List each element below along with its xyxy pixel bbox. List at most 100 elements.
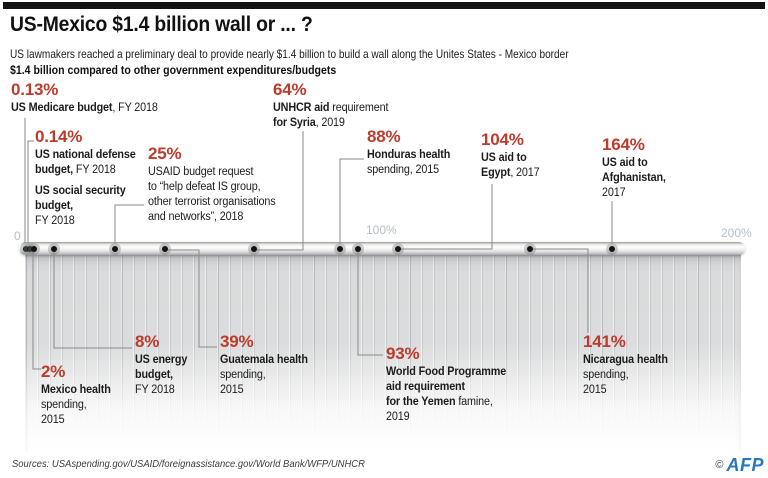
callout-line: 2015 — [583, 384, 607, 396]
callout-afghanistan: 164% US aid to Afghanistan, 2017 — [602, 136, 670, 201]
axis-tick-200: 200% — [721, 226, 752, 240]
axis-dot — [609, 246, 616, 252]
callout-line: UNHCR aid requirement — [273, 102, 389, 114]
subtitle: US lawmakers reached a preliminary deal … — [10, 47, 569, 61]
callout-line: other terrorist organisations — [148, 196, 276, 208]
callout-us-energy: 8% US energy budget, FY 2018 — [135, 333, 191, 398]
callout-line: 2015 — [41, 414, 65, 426]
callout-us-medicare: 0.13% US Medicare budget, FY 2018 — [11, 81, 167, 116]
callout-line: spending, — [583, 369, 629, 381]
connector-line — [27, 140, 34, 243]
axis-dot — [31, 246, 38, 252]
callout-line: FY 2018 — [35, 215, 75, 227]
callout-text: US aid to Afghanistan, 2017 — [602, 156, 670, 201]
axis-rail — [19, 242, 745, 255]
callout-text: Mexico health spending, 2015 — [41, 383, 115, 428]
callout-line: 2015 — [220, 384, 244, 396]
callout-line: Afghanistan, — [602, 172, 666, 184]
axis-dot — [51, 246, 58, 252]
callout-egypt: 104% US aid to Egypt, 2017 — [481, 131, 543, 181]
callout-line: 2019 — [386, 411, 410, 423]
callout-text: US Medicare budget, FY 2018 — [11, 101, 167, 116]
connector-line — [398, 184, 493, 250]
callout-line: spending, 2015 — [367, 164, 439, 176]
callout-text: US aid to Egypt, 2017 — [481, 151, 543, 181]
callout-line: aid requirement — [386, 381, 465, 393]
comparison-heading: $1.4 billion compared to other governmen… — [10, 63, 337, 77]
callout-line: US energy — [135, 354, 188, 366]
callout-line: Egypt, 2017 — [481, 167, 540, 179]
callout-pct: 141% — [583, 332, 626, 351]
callout-line: to “help defeat IS group, — [148, 181, 261, 193]
callout-line: US social security — [35, 185, 126, 197]
border-wall-graphic — [25, 254, 741, 452]
callout-line: budget, FY 2018 — [35, 164, 116, 176]
axis-tick-100: 100% — [366, 223, 397, 237]
callout-text: US national defense budget, FY 2018 US soc… — [35, 148, 142, 229]
afp-credit: © AFP — [715, 455, 764, 476]
callout-line: spending, — [220, 369, 266, 381]
callout-honduras: 88% Honduras health spending, 2015 — [367, 128, 455, 178]
axis-dot — [355, 246, 362, 252]
callout-unhcr-syria: 64% UNHCR aid requirement for Syria, 2019 — [273, 81, 396, 131]
callout-text: Nicaragua health spending, 2015 — [583, 353, 673, 398]
axis-dot — [27, 246, 34, 252]
callout-pct: 25% — [148, 144, 182, 163]
callout-text: UNHCR aid requirement for Syria, 2019 — [273, 101, 396, 131]
callout-line: for Syria, 2019 — [273, 117, 345, 129]
callout-nicaragua: 141% Nicaragua health spending, 2015 — [583, 333, 673, 398]
callout-line: Nicaragua health — [583, 354, 668, 366]
callout-pct: 39% — [220, 332, 254, 351]
copyright-icon: © — [715, 459, 724, 471]
callout-line: US aid to — [481, 152, 527, 164]
callout-text: US energy budget, FY 2018 — [135, 353, 191, 398]
callout-line: US Medicare budget, FY 2018 — [11, 102, 158, 114]
connector-line — [32, 251, 41, 370]
callout-line: budget, — [35, 200, 74, 212]
callout-wfp-yemen: 93% World Food Programme aid requirement f… — [386, 345, 514, 425]
callout-line: 2017 — [602, 187, 626, 199]
callout-line: Mexico health — [41, 384, 111, 396]
callout-pct: 88% — [367, 127, 401, 146]
callout-pct: 104% — [481, 130, 524, 149]
callout-pct: 8% — [135, 332, 160, 351]
callout-pct: 64% — [273, 80, 307, 99]
axis-dot — [394, 246, 401, 252]
callout-guatemala: 39% Guatemala health spending, 2015 — [220, 333, 313, 398]
callout-line: spending, — [41, 399, 87, 411]
callout-us-defense-social: 0.14% US national defense budget, FY 2018… — [35, 128, 142, 229]
callout-pct: 0.13% — [11, 80, 59, 99]
connector-line — [53, 251, 132, 349]
axis-dot — [162, 246, 169, 252]
callout-line: Guatemala health — [220, 354, 308, 366]
axis-dot — [251, 246, 258, 252]
axis-tick-0: 0 — [14, 229, 21, 243]
page-title: US-Mexico $1.4 billion wall or ... ? — [10, 13, 313, 36]
callout-pct: 2% — [41, 362, 66, 381]
connector-line — [530, 248, 589, 333]
axis-dot — [23, 246, 30, 252]
connector-line — [114, 204, 144, 243]
callout-text: World Food Programme aid requirement for t… — [386, 365, 514, 425]
afp-logo: AFP — [726, 455, 764, 475]
callout-line: for the Yemen famine, — [386, 396, 493, 408]
callout-text: Guatemala health spending, 2015 — [220, 353, 313, 398]
callout-usaid-request: 25% USAID budget request to “help defeat … — [148, 145, 284, 225]
callout-line: World Food Programme — [386, 366, 507, 378]
top-accent-bar — [3, 2, 765, 9]
connector-line — [339, 158, 364, 243]
callout-mexico: 2% Mexico health spending, 2015 — [41, 363, 115, 428]
connector-line — [254, 131, 304, 251]
connector-line — [357, 251, 383, 356]
callout-line: Honduras health — [367, 149, 451, 161]
callout-pct: 164% — [602, 135, 645, 154]
callout-line: USAID budget request — [148, 166, 254, 178]
axis-dot — [112, 246, 118, 252]
callout-line: US aid to — [602, 157, 648, 169]
callout-line: US national defense — [35, 149, 136, 161]
sources-line: Sources: USAspending.gov/USAID/foreignas… — [12, 458, 365, 470]
axis-dot — [526, 246, 533, 252]
callout-pct: 93% — [386, 344, 420, 363]
